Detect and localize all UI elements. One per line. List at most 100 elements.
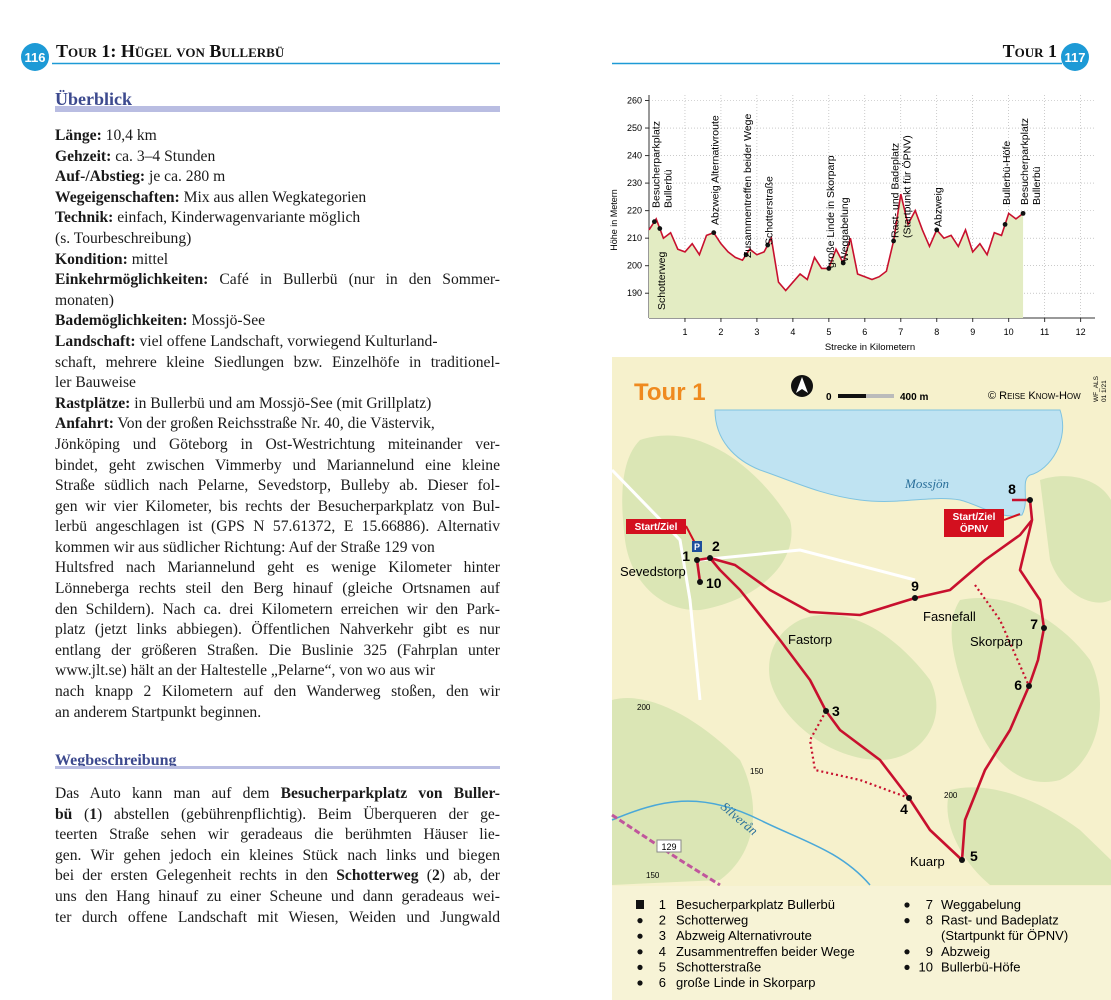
text: ) abstellen (gebührenpflichtig). Beim Üb… xyxy=(97,805,501,823)
waypoint-number: 4 xyxy=(900,801,908,817)
waypoint-dot xyxy=(743,252,749,258)
lake xyxy=(714,409,1064,517)
text-line: www.jlt.se) hält an der Haltestelle „Pel… xyxy=(55,661,500,682)
text-line: Anfahrt: Von der großen Reichsstraße Nr.… xyxy=(55,414,500,435)
text-line: Lönneberga rechts steil den Berg hinauf … xyxy=(55,579,500,600)
text-line: an anderem Startpunkt beginnen. xyxy=(55,703,500,724)
legend-number: 4 xyxy=(659,944,666,959)
text-line: Länge: 10,4 km xyxy=(55,126,500,147)
opnv-badge-label: ÖPNV xyxy=(960,522,989,535)
legend-number: 3 xyxy=(659,928,666,943)
bold-text: Technik: xyxy=(55,209,114,227)
legend-number: 6 xyxy=(659,975,666,990)
text: einfach, Kinderwagenvariante möglich xyxy=(113,209,361,227)
waypoint-dot xyxy=(891,238,896,244)
contour-label: 200 xyxy=(944,791,958,800)
text: Straße südlich nach Pelarne, Sevedstorp,… xyxy=(55,477,500,495)
copyright: © Reise Know-How xyxy=(988,390,1081,402)
waypoint-label: Besucherparkplatz xyxy=(650,121,662,208)
text: Mossjö-See xyxy=(187,312,266,330)
legend-bullet xyxy=(904,964,910,971)
bold-text: Wegeigenschaften: xyxy=(55,188,180,206)
map-code: 01 1/21 xyxy=(1101,380,1108,402)
bold-text: Auf-/Abstieg: xyxy=(55,168,146,186)
waypoint-label: Besucherparkplatz xyxy=(1019,118,1031,205)
text: schaft, mehrere kleine Siedlungen bzw. E… xyxy=(55,353,500,371)
bold-text: Schotterweg xyxy=(336,867,419,885)
text: mittel xyxy=(127,250,169,268)
x-tick-label: 1 xyxy=(682,327,687,337)
legend-number: 8 xyxy=(926,913,933,928)
text: Mix aus allen Wegkategorien xyxy=(179,188,367,206)
legend-text: Bullerbü-Höfe xyxy=(941,959,1021,974)
section-heading: Wegbeschreibung xyxy=(55,752,177,769)
parking-icon: P xyxy=(694,542,700,552)
waypoint-label: Abzweig Alternativroute xyxy=(710,115,722,225)
text: monaten) xyxy=(55,291,114,309)
x-tick-label: 3 xyxy=(754,327,759,337)
text-line: Wegeigenschaften: Mix aus allen Wegkateg… xyxy=(55,188,500,209)
minor-road xyxy=(610,468,916,701)
map: Tour 1 0 400 m © Reise Know-How WF_ALS 0… xyxy=(610,357,1111,1000)
bold-text: Rastplätze: xyxy=(55,394,131,412)
forest xyxy=(1040,476,1111,603)
page-number: 116 xyxy=(25,50,46,65)
waypoint-label: Schotterweg xyxy=(656,251,668,310)
contour-label: 150 xyxy=(750,767,764,776)
legend-text: Zusammentreffen beider Wege xyxy=(676,944,855,959)
x-tick-label: 11 xyxy=(1040,327,1049,337)
legend: 1 Besucherparkplatz Bullerbü 2 Schotterweg 3… xyxy=(636,897,1068,990)
legend-bullet xyxy=(637,918,643,924)
waypoint-number: 6 xyxy=(1014,677,1022,693)
text: Das Auto kann man auf dem xyxy=(55,785,281,802)
waypoint-dot xyxy=(1020,210,1026,216)
text-line: schaft, mehrere kleine Siedlungen bzw. E… xyxy=(55,353,500,374)
place-label: Kuarp xyxy=(910,854,945,869)
y-tick-label: 220 xyxy=(627,206,642,216)
scale-label: 400 m xyxy=(900,392,928,403)
text: Von der großen Reichsstraße Nr. 40, die … xyxy=(113,415,435,433)
north-arrow xyxy=(796,377,808,393)
route-text: Das Auto kann man auf dem Besucherparkpl… xyxy=(55,784,500,928)
x-tick-label: 10 xyxy=(1004,327,1014,337)
waypoint-dot xyxy=(651,219,657,225)
waypoint-dot xyxy=(934,227,940,233)
legend-number: 9 xyxy=(926,944,933,959)
legend-number: 5 xyxy=(659,959,666,974)
waypoint-dot xyxy=(657,226,663,231)
x-tick-label: 5 xyxy=(826,327,831,337)
bold-text: Länge: xyxy=(55,127,102,144)
waypoint-dot xyxy=(694,557,700,563)
waypoint-label: Abzweig xyxy=(933,187,945,227)
x-tick-label: 9 xyxy=(970,327,975,337)
page-badge xyxy=(1061,43,1089,71)
text-line: Hultsfred nach Mariannelund geht es weni… xyxy=(55,558,500,579)
waypoint-dot xyxy=(765,242,771,248)
road xyxy=(611,813,721,887)
text: platz (jetzt links abbiegen). Öffentlich… xyxy=(55,621,500,639)
text: ter durch offene Landschaft mit Wiesen, … xyxy=(55,908,500,926)
forest xyxy=(612,698,754,885)
text: ) ab, der xyxy=(439,867,500,885)
text-line: Technik: einfach, Kinderwagenvariante mö… xyxy=(55,208,500,229)
text: entlang der größeren Straßen. Die Buslin… xyxy=(55,641,500,659)
x-tick-label: 2 xyxy=(718,327,723,337)
waypoint-dot xyxy=(697,579,703,585)
road-sign xyxy=(656,839,682,853)
x-tick-label: 8 xyxy=(934,327,939,337)
legend-bullet xyxy=(904,902,910,908)
text: Café in Bullerbü (nur in den Sommer- xyxy=(208,271,500,289)
text-line: Jönköping und Göteborg in Ost-Westrichtu… xyxy=(55,435,500,456)
road-number: 129 xyxy=(661,842,676,852)
waypoint-label: Schotterstraße xyxy=(764,176,776,245)
place-label: Fasnefall xyxy=(923,609,976,624)
text: nach knapp 2 Kilometern auf den Wanderwe… xyxy=(55,683,500,701)
waypoint-label: Bullerbü xyxy=(1031,166,1043,205)
text: ca. 3–4 Stunden xyxy=(111,147,216,165)
legend-text: Schotterstraße xyxy=(676,959,761,974)
forest xyxy=(622,435,792,611)
text: Lönneberga rechts steil den Berg hinauf … xyxy=(55,580,500,598)
river xyxy=(611,800,871,886)
bold-text: Anfahrt: xyxy=(55,415,114,433)
